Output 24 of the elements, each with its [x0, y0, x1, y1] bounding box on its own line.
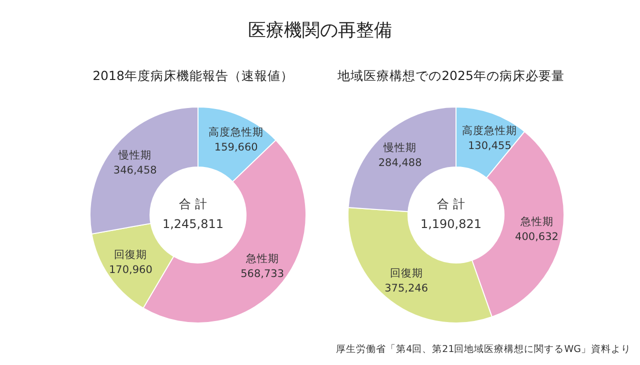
slice-label: 慢性期	[382, 142, 417, 154]
data-label: 170,960	[108, 264, 152, 276]
data-label: 400,632	[515, 231, 558, 244]
text: 合 計	[437, 197, 465, 211]
slice-label: 回復期	[390, 267, 423, 280]
slice-label: 回復期	[114, 248, 148, 261]
slice-label: 高度急性期	[462, 124, 518, 137]
data-label: 284,488	[378, 157, 422, 170]
chart-subtitle: 2018年度病床機能報告（速報値）	[92, 68, 294, 85]
text: 厚生労働省「第4回、第21回地域医療構想に関するWG」資料より	[336, 343, 631, 356]
data-label: 568,733	[240, 268, 284, 280]
slice-label: 高度急性期	[208, 126, 264, 139]
slice-label: 急性期	[519, 216, 554, 228]
data-label: 159,660	[214, 142, 258, 154]
text: 合 計	[179, 197, 207, 211]
data-label: 130,455	[468, 140, 512, 152]
text: 1,245,811	[162, 217, 224, 231]
chart-subtitle: 地域医療構想での2025年の病床必要量	[336, 68, 566, 85]
data-label: 375,246	[384, 282, 428, 294]
slice-label: 急性期	[244, 252, 279, 265]
text: 1,190,821	[420, 217, 482, 231]
chart-title: 医療機関の再整備	[247, 19, 393, 42]
slice-label: 慢性期	[118, 149, 152, 162]
data-label: 346,458	[113, 164, 157, 176]
